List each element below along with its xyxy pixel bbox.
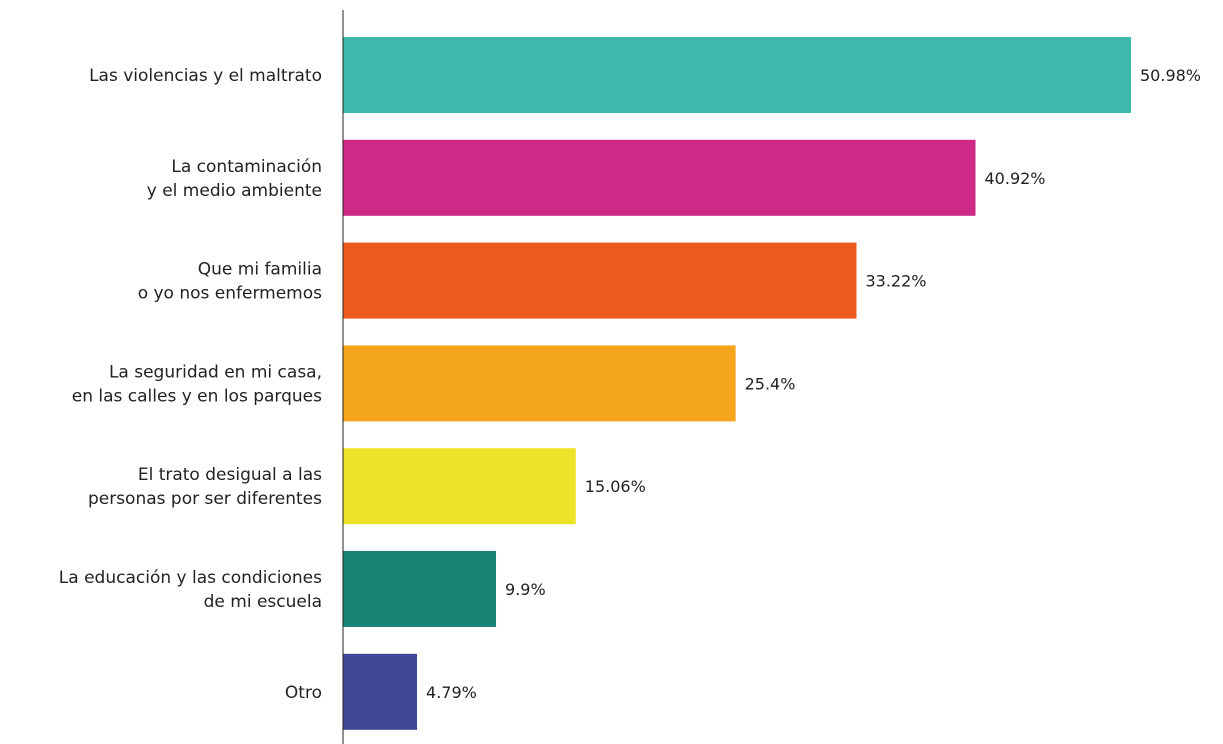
value-label-7: 4.79%: [426, 683, 477, 702]
category-label-line: personas por ser diferentes: [88, 489, 322, 509]
category-label-line: de mi escuela: [204, 592, 322, 612]
value-labels: 50.98% 40.92% 33.22% 25.4% 15.06% 9.9% 4.79%: [426, 66, 1201, 702]
value-label-4: 25.4%: [745, 374, 796, 393]
category-label-2: La contaminación y el medio ambiente: [147, 157, 322, 201]
value-label-3: 33.22%: [865, 272, 926, 291]
category-label-7: Otro: [285, 683, 322, 703]
bars: [343, 37, 1131, 730]
category-labels: Las violencias y el maltrato La contamina…: [59, 66, 322, 703]
category-label-line: en las calles y en los parques: [72, 386, 322, 406]
category-label-line: o yo nos enfermemos: [138, 284, 322, 304]
category-label-line: Que mi familia: [198, 260, 322, 280]
bar-5: [343, 448, 576, 525]
bar-4: [343, 345, 736, 422]
bar-7: [343, 653, 418, 730]
value-label-2: 40.92%: [985, 169, 1046, 188]
category-label-1: Las violencias y el maltrato: [89, 66, 322, 86]
category-label-5: El trato desigual a las personas por ser …: [88, 465, 322, 509]
value-label-1: 50.98%: [1140, 66, 1201, 85]
category-label-3: Que mi familia o yo nos enfermemos: [138, 260, 322, 304]
bar-1: [343, 37, 1131, 113]
bar-6: [343, 551, 497, 627]
value-label-6: 9.9%: [505, 580, 546, 599]
category-label-4: La seguridad en mi casa, en las calles y …: [72, 362, 322, 406]
category-label-line: Otro: [285, 683, 322, 703]
category-label-line: y el medio ambiente: [147, 181, 322, 201]
bar-2: [343, 139, 976, 216]
category-label-line: La seguridad en mi casa,: [109, 362, 322, 382]
category-label-line: El trato desigual a las: [138, 465, 322, 485]
value-label-5: 15.06%: [585, 477, 646, 496]
category-label-line: La educación y las condiciones: [59, 568, 322, 588]
bar-3: [343, 242, 857, 319]
category-label-6: La educación y las condiciones de mi escu…: [59, 568, 322, 612]
category-label-line: La contaminación: [171, 157, 322, 177]
category-label-line: Las violencias y el maltrato: [89, 66, 322, 86]
